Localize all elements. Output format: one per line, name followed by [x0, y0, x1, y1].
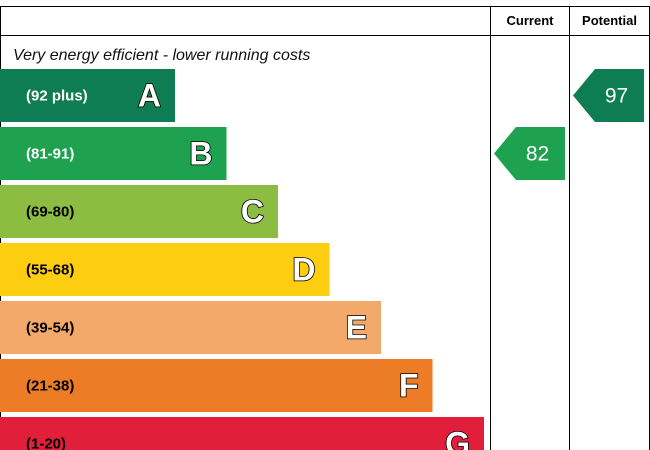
potential-rating-marker: 97: [573, 69, 644, 122]
potential-column-header: Potential: [582, 13, 637, 28]
potential-rating-value: 97: [605, 85, 628, 108]
band-g-bar: [0, 417, 484, 450]
band-g: (1-20) G: [0, 417, 484, 450]
band-c-letter: C: [241, 194, 264, 230]
band-f-letter: F: [399, 368, 419, 404]
band-d-letter: D: [292, 252, 315, 288]
band-f: (21-38) F: [0, 359, 433, 412]
potential-rating-arrow: [573, 69, 644, 122]
current-rating-marker: 82: [494, 127, 565, 180]
current-rating-value: 82: [526, 143, 549, 166]
band-b-letter: B: [189, 136, 212, 172]
band-d: (55-68) D: [0, 243, 330, 296]
band-f-bar: [0, 359, 433, 412]
band-b-bar: [0, 127, 227, 180]
band-b-range: (81-91): [26, 146, 74, 163]
band-c-range: (69-80): [26, 204, 74, 221]
band-a: (92 plus) A: [0, 69, 175, 122]
band-d-range: (55-68): [26, 262, 74, 279]
efficiency-tagline: Very energy efficient - lower running co…: [13, 47, 310, 64]
band-e-bar: [0, 301, 381, 354]
band-c-bar: [0, 185, 278, 238]
band-b: (81-91) B: [0, 127, 227, 180]
band-a-letter: A: [138, 78, 161, 114]
band-g-letter: G: [445, 426, 470, 450]
rating-markers: 82 97: [494, 69, 644, 180]
current-rating-arrow: [494, 127, 565, 180]
band-d-bar: [0, 243, 330, 296]
band-a-range: (92 plus): [26, 88, 88, 105]
band-g-range: (1-20): [26, 436, 66, 450]
band-f-range: (21-38): [26, 378, 74, 395]
band-a-bar: [0, 69, 175, 122]
band-e-letter: E: [346, 310, 367, 346]
band-e-range: (39-54): [26, 320, 74, 337]
band-e: (39-54) E: [0, 301, 381, 354]
band-c: (69-80) C: [0, 185, 278, 238]
current-column-header: Current: [507, 13, 555, 28]
rating-bands: (92 plus) A (81-91) B (69-80) C (55-68) D (39-54…: [0, 69, 484, 450]
